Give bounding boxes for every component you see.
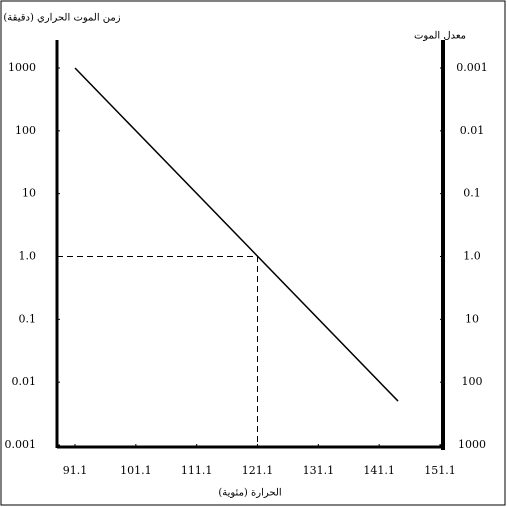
y2-tick-label: 0.1 bbox=[463, 187, 481, 200]
y-tick-label: 10 bbox=[22, 187, 36, 200]
reference-line bbox=[57, 256, 258, 447]
y-tick-label: 1000 bbox=[8, 61, 36, 74]
x-tick-label: 91.1 bbox=[63, 464, 88, 477]
y2-tick-label: 1000 bbox=[458, 438, 486, 451]
y2-tick-label: 0.01 bbox=[460, 124, 485, 137]
x-tick-label: 141.1 bbox=[363, 464, 395, 477]
y2-tick-label: 0.001 bbox=[456, 61, 488, 74]
x-tick-label: 121.1 bbox=[242, 464, 274, 477]
y2-axis-title: معدل الموت bbox=[414, 31, 466, 42]
y2-tick-label: 1.0 bbox=[463, 250, 481, 263]
y-axis-title: زمن الموت الحراري (دقيقة) bbox=[3, 13, 120, 24]
x-tick-label: 131.1 bbox=[303, 464, 335, 477]
x-tick-label: 111.1 bbox=[181, 464, 213, 477]
y-tick-label: 100 bbox=[15, 124, 36, 137]
y-tick-label: 0.001 bbox=[5, 438, 37, 451]
line bbox=[74, 67, 399, 402]
y-tick-label: 1.0 bbox=[19, 250, 37, 263]
x-tick-label: 151.1 bbox=[424, 464, 456, 477]
x-axis-title: الحرارة (مئوية) bbox=[218, 488, 281, 499]
x-tick-label: 101.1 bbox=[120, 464, 152, 477]
y-tick-label: 0.01 bbox=[12, 375, 37, 388]
y-tick-label: 0.1 bbox=[19, 312, 37, 325]
y2-tick-label: 10 bbox=[465, 312, 479, 325]
y2-tick-label: 100 bbox=[462, 375, 483, 388]
